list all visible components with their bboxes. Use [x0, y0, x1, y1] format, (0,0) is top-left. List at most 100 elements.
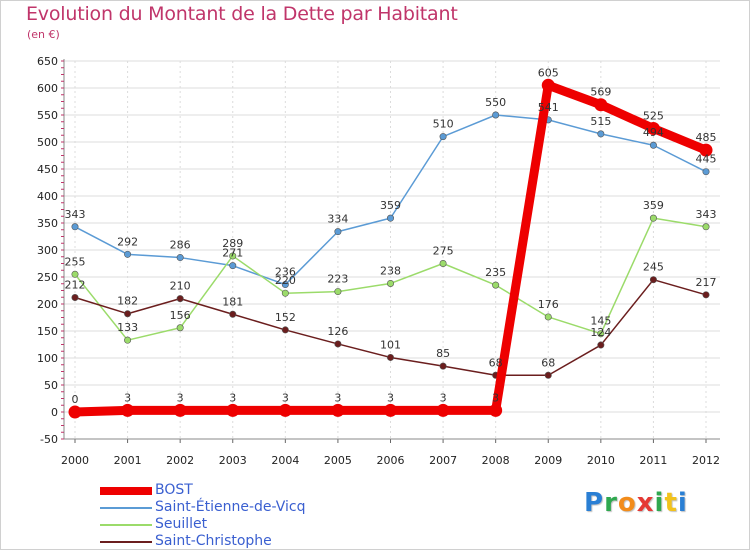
data-label: 126 — [327, 325, 348, 338]
x-tick-label: 2006 — [377, 454, 405, 467]
data-point — [124, 250, 132, 258]
proxiti-logo: Proxiti — [584, 488, 688, 518]
data-point — [702, 223, 710, 231]
data-label: 3 — [282, 391, 289, 404]
y-tick-label: -50 — [40, 433, 58, 446]
data-label: 68 — [541, 356, 555, 369]
x-tick-label: 2000 — [61, 454, 89, 467]
data-point — [334, 228, 342, 236]
data-label: 238 — [380, 264, 401, 277]
data-point — [649, 214, 657, 222]
data-point — [176, 324, 184, 332]
data-point — [334, 340, 342, 348]
data-label: 156 — [170, 309, 191, 322]
data-label: 3 — [492, 391, 499, 404]
data-point — [386, 279, 394, 287]
data-label: 525 — [643, 110, 664, 123]
data-label: 3 — [440, 391, 447, 404]
y-tick-label: 200 — [37, 298, 58, 311]
data-point — [124, 310, 132, 318]
data-label: 485 — [696, 131, 717, 144]
data-point — [173, 403, 187, 417]
data-point — [439, 259, 447, 267]
data-label: 217 — [696, 276, 717, 289]
y-tick-label: 500 — [37, 136, 58, 149]
data-label: 68 — [489, 356, 503, 369]
data-label: 541 — [538, 101, 559, 114]
data-point — [439, 362, 447, 370]
legend-label: Seuillet — [155, 516, 208, 532]
data-label: 3 — [387, 391, 394, 404]
legend-swatch — [100, 507, 152, 509]
data-point — [281, 289, 289, 297]
data-label: 550 — [485, 96, 506, 109]
data-label: 0 — [72, 393, 79, 406]
y-tick-label: 600 — [37, 82, 58, 95]
y-tick-label: 450 — [37, 163, 58, 176]
data-point — [331, 403, 345, 417]
y-tick-label: 0 — [51, 406, 58, 419]
x-tick-label: 2005 — [324, 454, 352, 467]
data-label: 359 — [380, 199, 401, 212]
data-point — [439, 133, 447, 141]
x-tick-label: 2004 — [271, 454, 299, 467]
data-point — [649, 141, 657, 149]
data-label: 494 — [643, 126, 664, 139]
data-label: 182 — [117, 295, 138, 308]
data-label: 510 — [433, 118, 454, 131]
data-point — [594, 98, 608, 112]
data-point — [334, 288, 342, 296]
x-tick-label: 2010 — [587, 454, 615, 467]
data-label: 289 — [222, 237, 243, 250]
data-label: 210 — [170, 280, 191, 293]
data-label: 271 — [222, 247, 243, 260]
x-tick-label: 2001 — [114, 454, 142, 467]
y-tick-label: 250 — [37, 271, 58, 284]
data-point — [492, 281, 500, 289]
data-label: 343 — [65, 208, 86, 221]
data-label: 85 — [436, 347, 450, 360]
data-label: 605 — [538, 66, 559, 79]
y-tick-label: 350 — [37, 217, 58, 230]
data-label: 359 — [643, 199, 664, 212]
axes: -50 0 50 100 150 200 250 300 350 400 450 500 550 600 6… — [37, 55, 720, 467]
data-label: 124 — [590, 326, 611, 339]
data-label: 286 — [170, 239, 191, 252]
data-label: 133 — [117, 321, 138, 334]
y-tick-label: 150 — [37, 325, 58, 338]
data-point — [544, 313, 552, 321]
data-point — [702, 168, 710, 176]
data-point — [702, 291, 710, 299]
logo-letter: x — [636, 488, 655, 518]
x-tick-label: 2003 — [219, 454, 247, 467]
data-label: 255 — [65, 255, 86, 268]
data-point — [176, 295, 184, 303]
logo-letter: r — [604, 488, 618, 518]
data-point — [68, 405, 82, 419]
logo-letter: i — [654, 488, 665, 518]
y-tick-label: 100 — [37, 352, 58, 365]
legend-label: Saint-Étienne-de-Vicq — [155, 499, 306, 515]
data-label: 3 — [334, 391, 341, 404]
data-label: 3 — [177, 391, 184, 404]
data-point — [124, 336, 132, 344]
data-point — [281, 281, 289, 289]
data-labels: 0 3 3 3 3 3 3 3 3 605 569 525 485 343 292 286 271 236 334 3… — [65, 66, 717, 406]
data-point — [278, 403, 292, 417]
data-label: 101 — [380, 338, 401, 351]
y-tick-label: 300 — [37, 244, 58, 257]
data-label: 235 — [485, 266, 506, 279]
data-label: 245 — [643, 261, 664, 274]
logo-letter: i — [677, 488, 688, 518]
data-point — [229, 310, 237, 318]
data-point — [597, 330, 605, 338]
grid — [64, 60, 720, 440]
legend-label: Saint-Christophe — [155, 533, 272, 549]
data-point — [436, 403, 450, 417]
series-lines — [68, 78, 713, 419]
data-point — [649, 276, 657, 284]
x-tick-label: 2009 — [534, 454, 562, 467]
data-label: 236 — [275, 266, 296, 279]
data-label: 212 — [65, 279, 86, 292]
